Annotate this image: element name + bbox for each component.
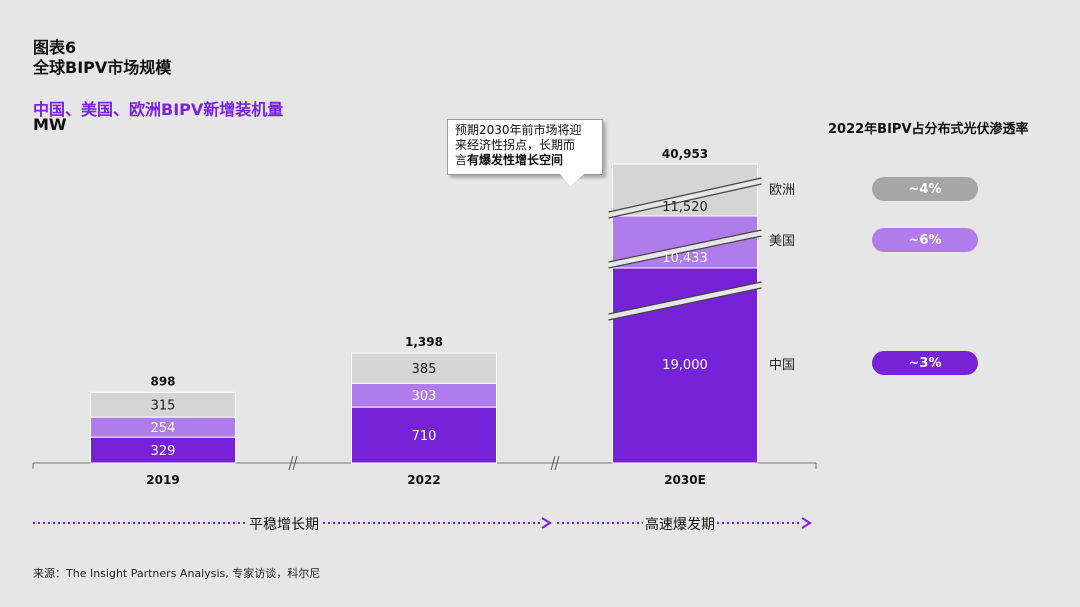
bar-break-line-0a: [608, 281, 762, 315]
bar-break-line-2a: [608, 177, 762, 213]
series-label-2: 欧洲: [769, 183, 795, 198]
axis-break-mark-0b: [292, 455, 298, 471]
axis-break-mark-1a: [550, 455, 556, 471]
bar-label-2-1: 385: [412, 362, 437, 377]
callout-line-1: 预期2030年前市场将迎: [455, 123, 582, 137]
callout-tail: [560, 174, 584, 186]
x-tick-label-2: 2030E: [664, 473, 706, 487]
bar-break-band-0: [608, 282, 762, 320]
axis-break-mark-0a: [288, 455, 294, 471]
chart-subtitle: 中国、美国、欧洲BIPV新增装机量: [33, 100, 284, 119]
pill-china: ~3%: [872, 351, 978, 375]
callout-box: 预期2030年前市场将迎 来经济性拐点，长期而 言有爆发性增长空间: [447, 119, 603, 175]
callout-line-2: 来经济性拐点，长期而: [455, 138, 576, 152]
bar-break-band-1: [608, 230, 762, 268]
penetration-title: 2022年BIPV占分布式光伏渗透率: [828, 122, 1029, 137]
bar-total-0: 898: [150, 374, 175, 388]
series-label-1: 美国: [769, 234, 795, 249]
x-tick-label-1: 2022: [407, 473, 440, 487]
bar-total-2: 40,953: [662, 147, 708, 161]
figure-title: 全球BIPV市场规模: [33, 58, 172, 77]
bar-break-line-2b: [608, 183, 762, 219]
series-label-0: 中国: [769, 358, 795, 373]
bar-label-0-1: 710: [412, 429, 437, 444]
phase-arrow-explosive-head: [801, 517, 812, 529]
unit-label: MW: [33, 115, 67, 134]
bar-label-0-0: 329: [151, 444, 176, 459]
bar-break-line-1a: [608, 229, 762, 263]
callout-line-3: 言有爆发性增长空间: [455, 153, 602, 168]
pill-usa: ~6%: [872, 228, 978, 252]
bar-中国-2022: [351, 406, 497, 464]
bar-break-line-1b: [608, 235, 762, 269]
bar-label-1-2: 10,433: [662, 251, 708, 266]
bar-break-band-2: [608, 178, 762, 218]
bar-label-2-0: 315: [151, 399, 176, 414]
phase-label-steady: 平稳增长期: [247, 514, 321, 534]
bar-label-0-2: 19,000: [662, 358, 708, 373]
phase-label-explosive: 高速爆发期: [643, 514, 717, 534]
bar-label-1-1: 303: [412, 389, 437, 404]
figure-number: 图表6: [33, 38, 77, 57]
axis-break-mark-1b: [554, 455, 560, 471]
bar-欧洲-2022: [351, 352, 497, 384]
bar-total-1: 1,398: [405, 335, 443, 349]
pill-europe: ~4%: [872, 177, 978, 201]
bar-欧洲-2019: [90, 391, 236, 418]
x-tick-label-0: 2019: [146, 473, 179, 487]
bar-label-1-0: 254: [151, 421, 176, 436]
phase-arrow-steady-head: [541, 517, 552, 529]
bar-label-2-2: 11,520: [662, 200, 708, 215]
source-note: 来源：The Insight Partners Analysis, 专家访谈，科…: [33, 567, 321, 580]
bar-break-line-0b: [608, 287, 762, 321]
callout-line-3-bold: 有爆发性增长空间: [467, 153, 564, 167]
callout-line-3-prefix: 言: [455, 153, 468, 167]
